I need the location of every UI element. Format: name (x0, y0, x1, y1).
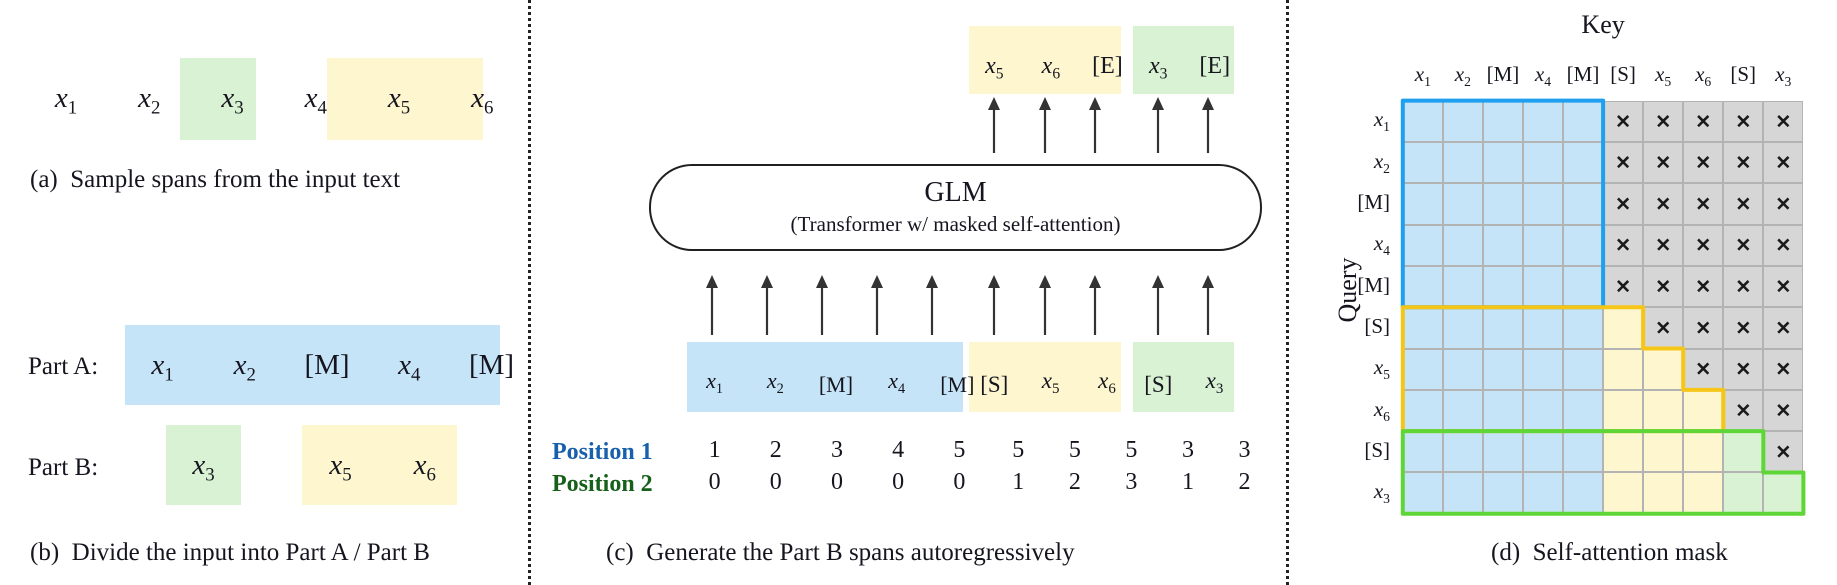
svg-text:✕: ✕ (1655, 236, 1671, 257)
svg-text:✕: ✕ (1615, 236, 1631, 257)
svg-text:✕: ✕ (1695, 360, 1711, 381)
svg-text:✕: ✕ (1735, 360, 1751, 381)
svg-text:✕: ✕ (1695, 194, 1711, 215)
svg-text:✕: ✕ (1615, 277, 1631, 298)
svg-text:✕: ✕ (1655, 153, 1671, 174)
svg-text:✕: ✕ (1615, 153, 1631, 174)
svg-text:✕: ✕ (1735, 153, 1751, 174)
svg-text:✕: ✕ (1735, 277, 1751, 298)
svg-text:✕: ✕ (1655, 194, 1671, 215)
svg-text:✕: ✕ (1775, 318, 1791, 339)
svg-text:✕: ✕ (1735, 401, 1751, 422)
svg-text:✕: ✕ (1735, 236, 1751, 257)
svg-text:✕: ✕ (1655, 277, 1671, 298)
svg-text:✕: ✕ (1775, 112, 1791, 133)
svg-text:✕: ✕ (1735, 112, 1751, 133)
svg-text:✕: ✕ (1695, 318, 1711, 339)
svg-text:✕: ✕ (1775, 277, 1791, 298)
svg-text:✕: ✕ (1775, 360, 1791, 381)
svg-text:✕: ✕ (1775, 442, 1791, 463)
svg-text:✕: ✕ (1695, 277, 1711, 298)
svg-text:✕: ✕ (1655, 112, 1671, 133)
svg-text:✕: ✕ (1615, 112, 1631, 133)
svg-text:✕: ✕ (1775, 236, 1791, 257)
svg-text:✕: ✕ (1695, 236, 1711, 257)
svg-text:✕: ✕ (1775, 401, 1791, 422)
svg-text:✕: ✕ (1775, 153, 1791, 174)
svg-text:✕: ✕ (1735, 194, 1751, 215)
svg-text:✕: ✕ (1735, 318, 1751, 339)
svg-text:✕: ✕ (1695, 153, 1711, 174)
svg-text:✕: ✕ (1775, 194, 1791, 215)
svg-text:✕: ✕ (1615, 194, 1631, 215)
svg-text:✕: ✕ (1695, 112, 1711, 133)
svg-text:✕: ✕ (1655, 318, 1671, 339)
